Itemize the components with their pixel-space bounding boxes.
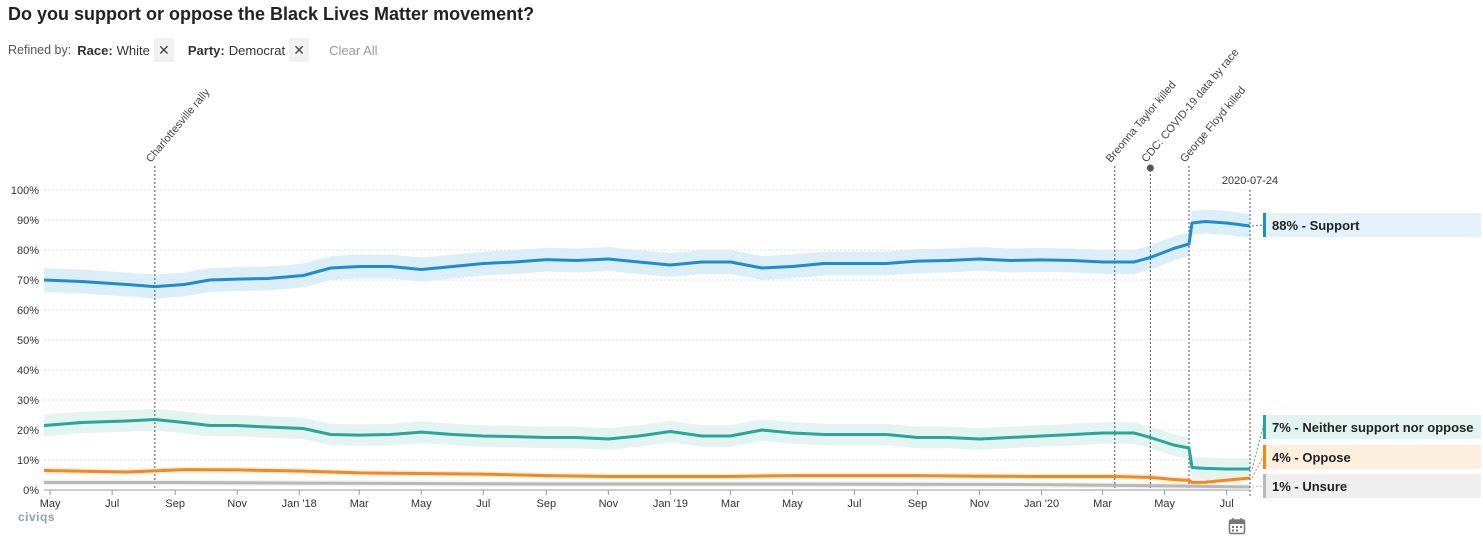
refined-by-label: Refined by:	[8, 43, 72, 57]
filter-chip-party: Party: Democrat ✕	[188, 38, 313, 62]
x-tick-label: Jan '18	[282, 498, 317, 510]
end-label-marker	[1263, 474, 1266, 498]
x-tick-label: May	[782, 498, 803, 510]
y-tick-label: 90%	[17, 215, 39, 227]
end-label-neither-support-nor-oppose: 7% - Neither support nor oppose	[1272, 420, 1474, 435]
x-tick-label: Jan '20	[1024, 498, 1059, 510]
y-tick-label: 0%	[23, 485, 39, 497]
end-label-marker	[1263, 415, 1266, 439]
x-tick-label: Nov	[227, 498, 247, 510]
date-cursor[interactable]: 2020-07-24	[1222, 175, 1278, 498]
y-tick-label: 30%	[17, 395, 39, 407]
y-tick-label: 40%	[17, 365, 39, 377]
x-tick-label: Nov	[970, 498, 990, 510]
series-lines	[43, 220, 1251, 489]
x-tick-label: Mar	[350, 498, 369, 510]
end-labels: 88% - Support 7% - Neither support nor op…	[1251, 213, 1481, 498]
end-label-leader	[1251, 224, 1264, 227]
series-line-support	[43, 220, 1251, 289]
calendar-icon[interactable]	[1228, 517, 1246, 535]
series-line-unsure	[44, 481, 1251, 489]
filter-value: Democrat	[228, 42, 286, 58]
end-label-marker	[1263, 213, 1266, 237]
end-label-box	[1263, 445, 1481, 469]
annotation-dot	[1146, 164, 1154, 172]
x-tick-label: May	[411, 498, 432, 510]
end-label-box	[1263, 474, 1481, 498]
annotation-label: Breonna Taylor killed	[1104, 79, 1179, 165]
x-tick-label: Jan '19	[653, 498, 688, 510]
close-icon[interactable]: ✕	[289, 38, 310, 62]
x-tick-label: Jul	[847, 498, 861, 510]
x-tick-label: Jul	[1220, 498, 1234, 510]
clear-all-button[interactable]: Clear All	[329, 42, 378, 58]
filter-value: White	[116, 42, 150, 58]
x-tick-label: May	[1154, 498, 1175, 510]
end-label-leader	[1251, 456, 1264, 479]
series-line-neither-support-nor-oppose	[43, 418, 1250, 471]
filter-key: Party:	[187, 42, 225, 58]
filter-key: Race:	[77, 42, 113, 58]
end-label-oppose: 4% - Oppose	[1272, 450, 1351, 465]
x-tick-label: Sep	[165, 498, 185, 510]
close-icon[interactable]: ✕	[153, 38, 174, 62]
x-tick-label: Nov	[599, 498, 619, 510]
end-label-box	[1263, 213, 1481, 237]
x-tick-label: Jul	[105, 498, 119, 510]
y-tick-label: 80%	[17, 245, 39, 257]
x-tick-label: Jul	[476, 498, 490, 510]
y-tick-label: 100%	[11, 185, 39, 197]
x-tick-label: Mar	[1093, 498, 1112, 510]
confidence-band-1	[44, 408, 1250, 480]
y-tick-label: 60%	[17, 305, 39, 317]
series-line-oppose	[43, 468, 1251, 484]
x-tick-label: May	[40, 498, 61, 510]
x-tick-label: Mar	[721, 498, 740, 510]
end-label-support: 88% - Support	[1272, 218, 1360, 233]
y-tick-label: 10%	[17, 455, 39, 467]
x-tick-label: Sep	[537, 498, 557, 510]
y-tick-label: 70%	[17, 275, 39, 287]
confidence-band-0	[44, 209, 1250, 299]
filter-bar: Refined by: Race: White ✕ Party: Democra…	[8, 38, 378, 62]
x-tick-label: Sep	[908, 498, 928, 510]
page-title: Do you support or oppose the Black Lives…	[8, 4, 535, 24]
civiqs-logo: civiqs	[18, 510, 56, 524]
end-label-unsure: 1% - Unsure	[1272, 479, 1347, 494]
end-label-leader	[1251, 426, 1264, 470]
end-label-leader	[1251, 485, 1264, 488]
y-tick-label: 50%	[17, 335, 39, 347]
axes: 0% 10% 20% 30% 40% 50% 60% 70% 80% 90% 100% May Jul S…	[11, 185, 1234, 510]
annotation-label: Charlottesville rally	[144, 86, 213, 165]
annotation-label: George Floyd killed	[1178, 85, 1248, 165]
filter-chip-race: Race: White ✕	[77, 38, 178, 62]
cursor-date-label: 2020-07-24	[1222, 175, 1278, 187]
end-label-marker	[1263, 445, 1266, 469]
end-label-box	[1263, 415, 1481, 439]
confidence-bands	[44, 209, 1250, 490]
y-tick-label: 20%	[17, 425, 39, 437]
